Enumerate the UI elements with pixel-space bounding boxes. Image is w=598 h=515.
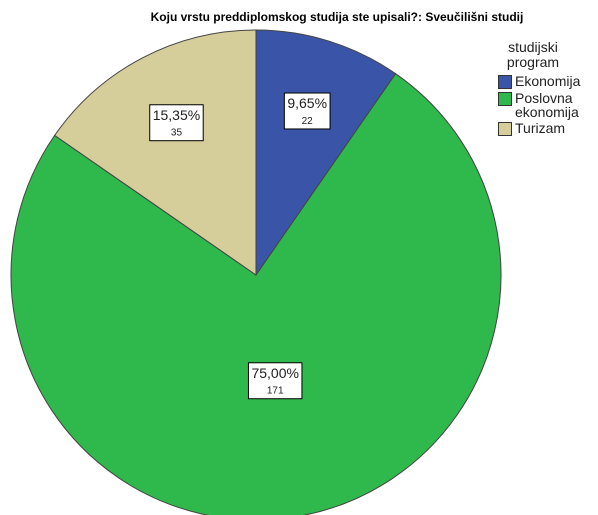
count-label: 35: [171, 128, 183, 139]
pie-slice: [255, 29, 397, 277]
legend-item: Turizam: [498, 121, 594, 136]
pie-slice: [10, 72, 502, 515]
percent-label: 75,00%: [251, 365, 298, 381]
count-label: 22: [302, 116, 314, 127]
legend-swatch: [498, 122, 512, 136]
legend-swatch: [498, 92, 512, 106]
legend-swatch: [498, 75, 512, 89]
pie-slice: [53, 29, 257, 276]
chart-title: Koju vrstu preddiplomskog studija ste up…: [151, 10, 524, 24]
data-label: 9,65% 22: [283, 92, 331, 130]
legend: studijski program Ekonomija Poslovna ekon…: [498, 40, 594, 138]
percent-label: 9,65%: [287, 95, 327, 111]
legend-label: Ekonomija: [515, 73, 581, 89]
data-label: 75,00% 171: [247, 362, 303, 400]
count-label: 171: [267, 386, 284, 397]
legend-item: Poslovna ekonomija: [498, 91, 594, 119]
legend-item: Ekonomija: [498, 74, 594, 89]
label-box: [247, 362, 303, 400]
legend-title: studijski program: [506, 39, 560, 70]
label-box: [149, 104, 204, 142]
legend-label: Poslovna ekonomija: [515, 90, 579, 120]
label-box: [283, 92, 331, 130]
legend-label: Turizam: [515, 120, 566, 136]
percent-label: 15,35%: [153, 107, 200, 123]
data-label: 15,35% 35: [149, 104, 204, 142]
